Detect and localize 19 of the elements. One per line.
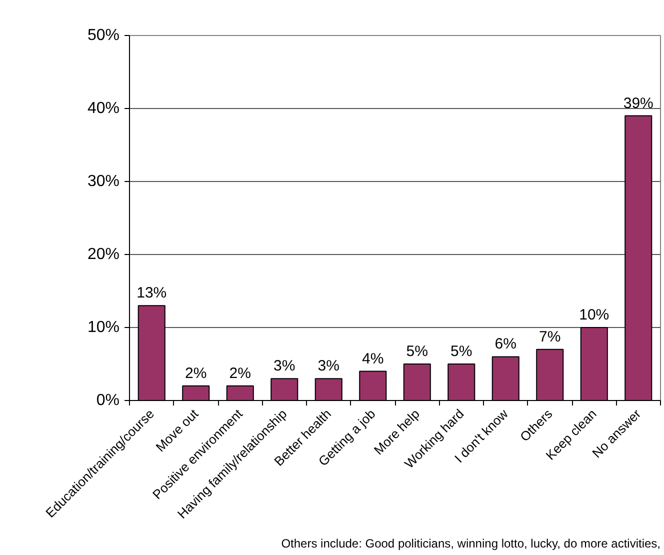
y-tick-label: 0% (96, 392, 120, 409)
data-label: 3% (274, 358, 296, 375)
data-label: 13% (136, 284, 167, 302)
data-label: 7% (539, 328, 561, 346)
y-tick-label: 40% (87, 100, 120, 117)
y-tick-label: 20% (87, 246, 120, 263)
data-label: 10% (579, 306, 610, 324)
data-label: 5% (450, 343, 472, 360)
data-label: 2% (229, 364, 251, 382)
data-label: 2% (185, 364, 207, 382)
y-tick-label: 30% (87, 173, 120, 190)
y-tick-label: 10% (87, 319, 120, 336)
y-tick-label: 50% (87, 27, 120, 44)
text: Others include: Good politicians, winning lotto, lucky, do more activities, (281, 536, 661, 550)
data-label: 3% (318, 358, 340, 375)
data-label: 39% (623, 94, 654, 112)
data-label: 6% (494, 336, 516, 353)
data-label: 4% (362, 350, 384, 368)
data-label: 5% (406, 343, 428, 360)
